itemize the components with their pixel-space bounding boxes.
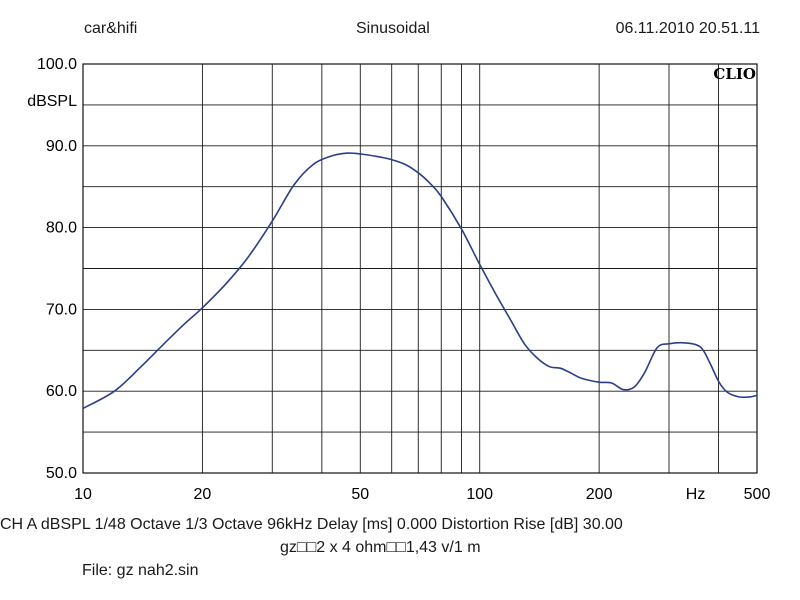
x-tick-label: 500: [744, 486, 771, 503]
header-title: Sinusoidal: [356, 20, 430, 37]
header-left-label: car&hifi: [84, 20, 138, 37]
y-tick-label: 100.0: [37, 56, 77, 73]
header-timestamp: 06.11.2010 20.51.11: [615, 20, 760, 37]
x-tick-label: 20: [194, 486, 212, 503]
y-tick-label: 50.0: [46, 465, 77, 482]
x-tick-label: 10: [74, 486, 92, 503]
spl-response-curve: [82, 152, 758, 410]
measurement-settings: CH A dBSPL 1/48 Octave 1/3 Octave 96kHz …: [0, 516, 623, 533]
y-tick-label: 90.0: [46, 138, 77, 155]
grid-lines: [83, 64, 757, 473]
x-tick-label: 50: [351, 486, 369, 503]
y-tick-label: 60.0: [46, 383, 77, 400]
clio-logo: CLIO: [713, 65, 756, 83]
measurement-description: gz□□2 x 4 ohm□□1,43 v/1 m: [280, 539, 481, 556]
y-axis-label: dBSPL: [27, 93, 77, 110]
file-name: File: gz nah2.sin: [82, 562, 199, 579]
x-tick-labels: 10 20 50 100 200 Hz 500: [74, 486, 770, 503]
plot-frame: [82, 63, 758, 474]
x-tick-label: Hz: [686, 486, 706, 503]
y-tick-label: 70.0: [46, 301, 77, 318]
x-tick-label: 200: [586, 486, 613, 503]
y-tick-labels: 100.0 90.0 80.0 70.0 60.0 50.0: [37, 56, 77, 482]
y-tick-label: 80.0: [46, 220, 77, 237]
x-tick-label: 100: [466, 486, 493, 503]
